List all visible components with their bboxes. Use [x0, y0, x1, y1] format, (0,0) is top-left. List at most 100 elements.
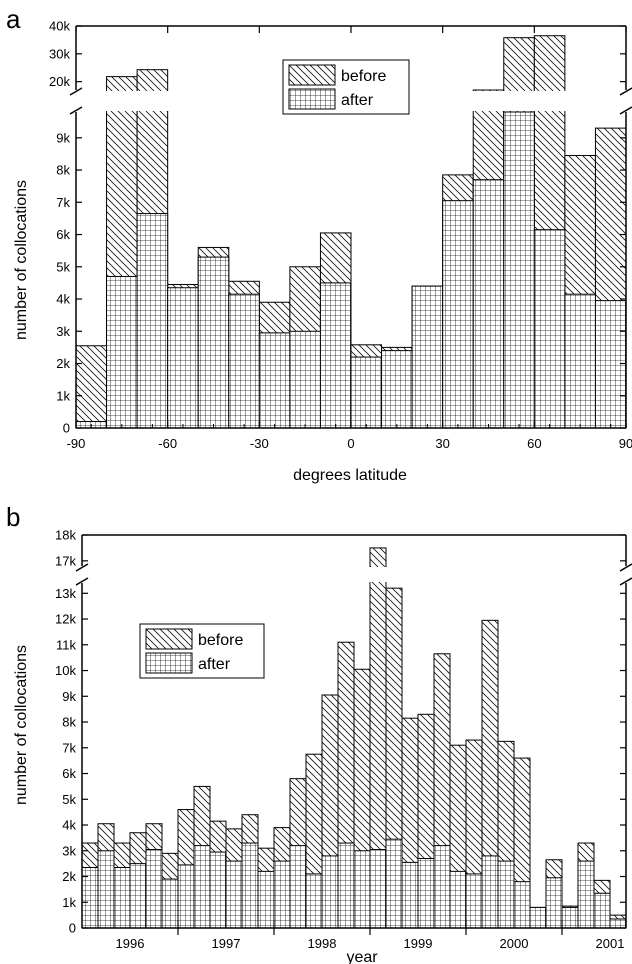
panel-b-y-axis-title: number of collocations	[13, 645, 30, 805]
x-tick-label: -90	[67, 436, 86, 451]
y-tick-label: 30k	[49, 46, 70, 61]
x-tick-label: 2000	[500, 936, 529, 951]
x-tick-label: 1998	[308, 936, 337, 951]
axis-break-mark	[619, 106, 632, 115]
bar-after	[545, 877, 563, 929]
y-tick-label: 11k	[56, 637, 76, 652]
y-tick-label: 2k	[56, 356, 70, 371]
panel-b: b 0 1k 2k 3k 4k 5k 6k 7k 8k 9k 10k 11k 12k 13k 17k 18k 1…	[6, 502, 632, 964]
bar-after	[442, 200, 474, 429]
y-tick-label: 5k	[62, 792, 76, 807]
x-tick-label: 60	[527, 436, 541, 451]
axis-break-mark	[619, 87, 632, 96]
bars	[75, 35, 627, 429]
y-tick-label: 0	[69, 921, 76, 936]
bar-after	[97, 850, 115, 929]
y-tick-label: 13k	[55, 586, 76, 601]
bar-after	[533, 229, 566, 429]
bar-after	[465, 873, 483, 929]
x-tick-label: 1996	[116, 936, 145, 951]
bar-after	[167, 287, 199, 429]
bar-after	[228, 293, 260, 429]
x-tick-label: 1999	[404, 936, 433, 951]
bar-after	[289, 330, 321, 429]
bar-after	[417, 857, 435, 929]
x-tick-label: -60	[158, 436, 177, 451]
bar-after	[381, 350, 413, 429]
bar-after	[321, 855, 339, 929]
bar-after	[449, 870, 467, 929]
legend: before after	[282, 59, 410, 115]
y-tick-label: 12k	[55, 612, 76, 627]
bar-after	[129, 863, 147, 929]
bar-after	[258, 332, 291, 429]
panel-a-y-axis-title: number of collocations	[13, 180, 30, 340]
x-tick-label: -30	[250, 436, 269, 451]
legend-label-before: before	[341, 68, 386, 85]
bar-before	[75, 345, 108, 429]
y-tick-label: 2k	[62, 869, 76, 884]
bar-after	[472, 179, 505, 429]
bar-after	[177, 864, 195, 929]
bar-after	[353, 850, 371, 929]
y-tick-label: 10k	[55, 663, 76, 678]
y-tick-label: 8k	[56, 163, 70, 178]
bar-after	[305, 873, 323, 929]
bar-after	[161, 878, 179, 929]
legend-label-before: before	[198, 632, 243, 649]
panel-b-x-axis-title: year	[346, 949, 378, 964]
axis-break-mark	[619, 563, 632, 572]
y-tick-label: 1k	[56, 388, 70, 403]
bar-after	[561, 906, 579, 929]
bar-after	[350, 356, 383, 429]
bar-after	[529, 906, 547, 929]
y-axis-ticks: 0 1k 2k 3k 4k 5k 6k 7k 8k 9k 20k 30k 40k	[49, 19, 626, 436]
y-tick-label: 6k	[56, 227, 70, 242]
legend-swatch-before	[145, 628, 193, 650]
legend-swatch-after	[145, 652, 193, 674]
legend-label-after: after	[341, 92, 374, 109]
bar-after	[197, 256, 230, 429]
bar-after	[513, 881, 531, 929]
bar-after	[337, 842, 355, 929]
bar-after	[433, 845, 451, 929]
bar-after	[273, 860, 291, 929]
bar-after	[145, 848, 163, 929]
y-tick-label: 18k	[55, 528, 76, 543]
legend-swatch-after	[288, 88, 336, 110]
bar-after	[209, 851, 227, 929]
bar-after	[369, 848, 387, 929]
y-tick-label: 7k	[56, 195, 70, 210]
y-tick-label: 5k	[56, 259, 70, 274]
y-tick-label: 3k	[56, 324, 70, 339]
axis-break-mark	[75, 563, 89, 572]
legend-swatch-before	[288, 64, 336, 86]
bar-after	[106, 275, 138, 429]
bar-after	[385, 838, 403, 929]
bars	[81, 547, 627, 929]
bar-after	[401, 861, 419, 929]
y-tick-label: 8k	[62, 715, 76, 730]
bar-after	[564, 293, 596, 429]
bar-after	[113, 866, 131, 929]
bar-after	[503, 111, 535, 429]
x-tick-label: 90	[619, 436, 632, 451]
bar-after	[319, 282, 352, 429]
y-tick-label: 17k	[55, 553, 76, 568]
bar-after	[225, 860, 243, 929]
y-tick-label: 3k	[62, 843, 76, 858]
x-axis-ticks: 1996 1997 1998 1999 2000 2001	[116, 920, 625, 951]
panel-a-label: a	[6, 4, 21, 34]
x-tick-label: 2001	[596, 936, 625, 951]
y-tick-label: 6k	[62, 766, 76, 781]
y-tick-label: 1k	[62, 895, 76, 910]
y-tick-label: 9k	[62, 689, 76, 704]
axis-break-mark	[69, 106, 83, 115]
x-tick-label: 30	[435, 436, 449, 451]
axis-break-band	[80, 567, 628, 582]
bar-after	[289, 845, 307, 929]
y-tick-label: 4k	[62, 818, 76, 833]
y-tick-label: 9k	[56, 130, 70, 145]
panel-b-label: b	[6, 502, 20, 532]
legend-label-after: after	[198, 656, 231, 673]
